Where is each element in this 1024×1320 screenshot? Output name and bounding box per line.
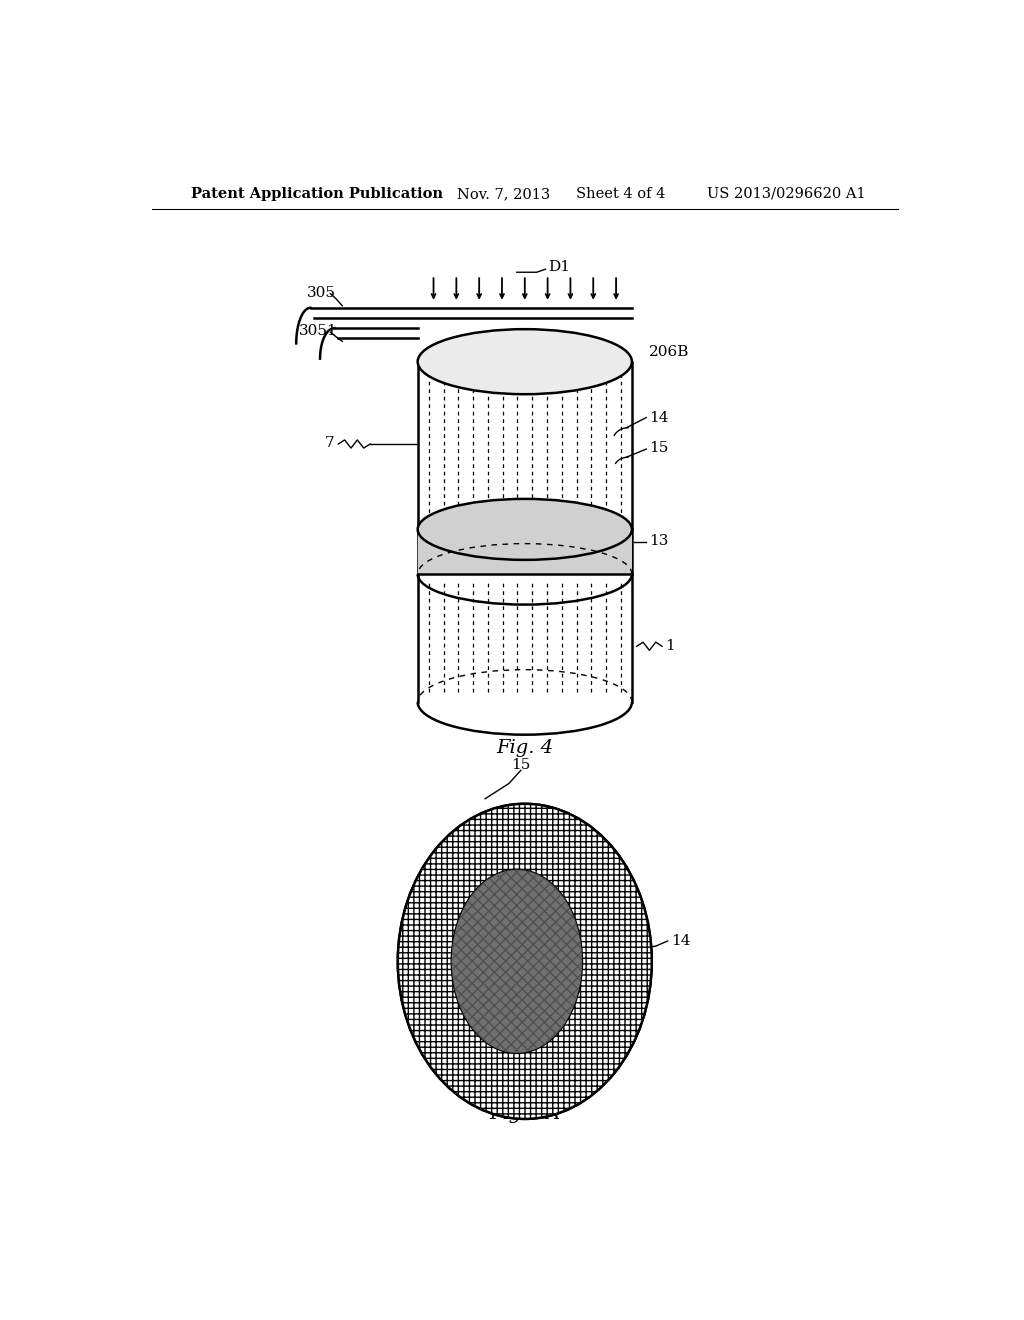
Text: 1: 1	[666, 639, 675, 653]
Ellipse shape	[397, 804, 651, 1119]
Text: 14: 14	[649, 411, 669, 425]
Ellipse shape	[452, 870, 582, 1053]
Text: Sheet 4 of 4: Sheet 4 of 4	[577, 187, 666, 201]
Polygon shape	[418, 529, 632, 574]
Text: D1: D1	[549, 260, 570, 275]
Text: 14: 14	[672, 935, 691, 948]
Text: 206B: 206B	[649, 345, 690, 359]
Text: 3051: 3051	[299, 325, 337, 338]
Ellipse shape	[418, 329, 632, 395]
Ellipse shape	[452, 870, 582, 1053]
Text: Fig. 4: Fig. 4	[497, 739, 553, 756]
Text: Nov. 7, 2013: Nov. 7, 2013	[458, 187, 551, 201]
Text: US 2013/0296620 A1: US 2013/0296620 A1	[708, 187, 866, 201]
Text: 15: 15	[511, 758, 530, 772]
Ellipse shape	[418, 499, 632, 560]
Text: 13: 13	[649, 533, 669, 548]
Text: 15: 15	[649, 441, 669, 455]
Text: 7: 7	[325, 436, 335, 450]
Text: Patent Application Publication: Patent Application Publication	[191, 187, 443, 201]
Text: 305: 305	[306, 285, 336, 300]
Ellipse shape	[397, 804, 651, 1119]
Text: Fig. 4A: Fig. 4A	[489, 1105, 560, 1123]
